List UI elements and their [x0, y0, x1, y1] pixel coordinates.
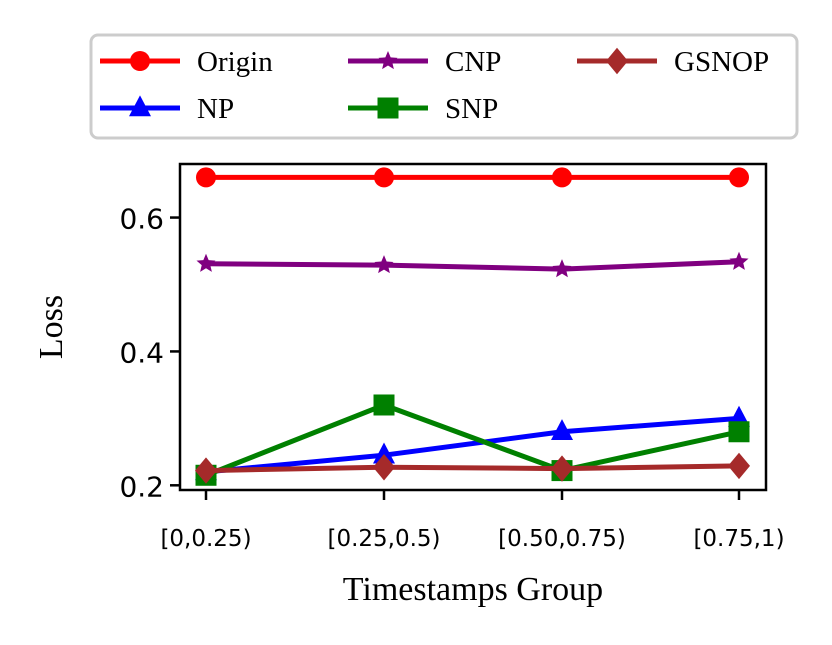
legend-entry-snp: SNP [348, 93, 498, 125]
plot-frame [178, 162, 768, 492]
series-line-np [205, 415, 740, 475]
legend-label-snp: SNP [445, 93, 498, 125]
legend-label-gsnop: GSNOP [674, 46, 769, 78]
legend-marker-cnp [378, 51, 398, 70]
legend-marker-snp [377, 97, 399, 119]
series-gsnop [195, 452, 750, 484]
data-point-gsnop-1 [195, 457, 217, 484]
axes: 0.2 0.4 0.6 [0,0.25) [0.25,0.5) [0.50,0.75) [0… [119, 203, 784, 552]
data-point-np-3 [551, 419, 573, 441]
data-point-cnp-2 [374, 255, 394, 274]
data-point-origin-1 [196, 167, 216, 188]
series-snp [195, 394, 750, 486]
plot-series [195, 167, 750, 486]
series-cnp [196, 251, 749, 278]
legend-entry-origin: Origin [100, 46, 273, 78]
data-point-gsnop-3 [551, 455, 573, 482]
legend-label-origin: Origin [197, 46, 273, 78]
data-point-np-2 [373, 442, 395, 464]
legend-marker-np [129, 95, 151, 117]
x-tick-label-3: [0.50,0.75) [498, 526, 626, 552]
data-point-origin-2 [374, 167, 394, 188]
legend-label-np: NP [197, 93, 234, 125]
legend-entry-np: NP [100, 93, 234, 125]
x-tick-label-4: [0.75,1) [693, 526, 784, 552]
legend: Origin NP CNP SNP GSNOP [89, 33, 799, 140]
data-point-cnp-4 [729, 251, 749, 270]
legend-label-cnp: CNP [445, 46, 501, 78]
series-line-gsnop [205, 463, 740, 474]
data-point-snp-4 [728, 421, 750, 443]
x-tick-label-2: [0.25,0.5) [327, 526, 440, 552]
data-point-gsnop-4 [728, 452, 750, 480]
y-tick-label-3: 0.6 [119, 203, 164, 236]
legend-entry-cnp: CNP [348, 46, 501, 78]
y-axis-label: Loss [33, 295, 70, 359]
data-point-snp-2 [373, 394, 395, 416]
x-tick-label-1: [0,0.25) [160, 526, 251, 552]
y-tick-label-2: 0.4 [119, 336, 164, 369]
series-line-cnp [205, 259, 740, 272]
legend-marker-origin [130, 51, 150, 71]
series-origin [196, 167, 749, 188]
data-point-cnp-1 [196, 253, 216, 272]
data-point-origin-3 [552, 167, 572, 188]
x-axis-label: Timestamps Group [343, 571, 603, 608]
data-point-gsnop-2 [373, 454, 395, 481]
data-point-origin-4 [729, 167, 749, 188]
legend-entry-gsnop: GSNOP [577, 46, 769, 78]
series-line-snp [205, 402, 740, 478]
data-point-cnp-3 [552, 259, 572, 278]
legend-marker-gsnop [606, 47, 628, 75]
y-tick-label-1: 0.2 [119, 470, 164, 503]
